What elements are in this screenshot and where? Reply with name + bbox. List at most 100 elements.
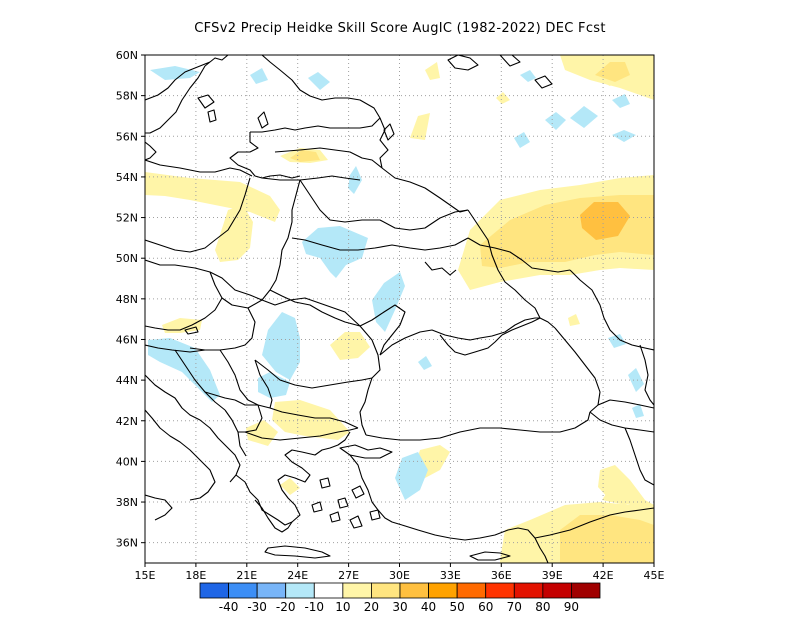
border-ukraine-west [269, 289, 361, 327]
lat-tick-label: 36N [116, 537, 138, 550]
shade-ne-blue-3 [514, 132, 530, 148]
colorbar-swatch [371, 582, 401, 599]
shade-estonia [410, 113, 430, 140]
shade-hungary [162, 318, 202, 333]
shade-fin-blue [250, 68, 268, 84]
shade-caucasus [602, 480, 640, 505]
border-poland-east [269, 179, 301, 291]
map-title: CFSv2 Precip Heidke Skill Score AugIC (1… [194, 21, 606, 36]
colorbar-label: 80 [535, 600, 550, 614]
island-1 [319, 477, 331, 489]
border-romania [261, 297, 381, 379]
shade-ne-blue-2 [545, 112, 566, 130]
lat-tick-label: 52N [116, 212, 138, 225]
coast-sea-marmara [339, 444, 393, 459]
colorbar-swatch [399, 582, 429, 599]
lon-tick-label: 42E [593, 569, 614, 582]
shade-romania-west [262, 312, 300, 380]
skill-shading [145, 55, 654, 563]
border-lithuania [261, 175, 361, 181]
lon-tick-label: 18E [185, 569, 206, 582]
shade-south-inner [560, 515, 654, 563]
lake-onega [499, 55, 521, 67]
shade-balkans-west [148, 338, 220, 402]
shade-poland [215, 205, 253, 262]
lon-tick-label: 15E [135, 569, 156, 582]
shade-ne-blue-4 [612, 130, 636, 142]
shade-baltic-west [145, 172, 280, 222]
colorbar-label: 20 [364, 600, 379, 614]
border-belarus-south [291, 237, 469, 251]
colorbar-label: 90 [564, 600, 579, 614]
coast-italy [145, 409, 216, 501]
shade-caspian [628, 368, 644, 392]
border-bulgaria [269, 407, 359, 429]
coast-poland-north [145, 159, 253, 177]
border-hungary-romania [189, 307, 256, 351]
coast-azov [501, 317, 556, 336]
lat-tick-label: 42N [116, 415, 138, 428]
coast-finland [250, 55, 381, 133]
border-belarus-north [299, 179, 469, 231]
lake-peipus [383, 123, 395, 141]
lake-rybinsk [534, 75, 553, 89]
coast-cyprus [469, 551, 511, 561]
lon-tick-label: 39E [542, 569, 563, 582]
border-moldova [359, 304, 406, 356]
coast-turkey-aegean [349, 454, 403, 526]
border-romania-south [254, 359, 373, 389]
shade-moldova [372, 272, 405, 332]
shade-serbia [258, 372, 290, 398]
shade-se-kazakh [568, 314, 580, 326]
lon-tick-label: 45E [644, 569, 665, 582]
coast-sweden-east [214, 55, 229, 61]
shade-ne-blue-5 [612, 94, 630, 108]
island-7 [369, 509, 381, 521]
shade-anatolia [395, 452, 428, 500]
lake-vanern [197, 94, 215, 109]
lake-vattern [207, 109, 217, 123]
island-4 [329, 511, 341, 523]
colorbar-label: 30 [392, 600, 407, 614]
shade-ne-blue-6 [520, 70, 536, 82]
colorbar-swatch [228, 582, 258, 599]
border-slovakia [209, 271, 263, 309]
lat-tick-label: 46N [116, 333, 138, 346]
shade-ne-inner [595, 62, 630, 82]
lon-tick-label: 27E [338, 569, 359, 582]
border-albania [224, 409, 247, 457]
border-greece-north [244, 427, 359, 441]
colorbar-label: 10 [335, 600, 350, 614]
coast-peloponnese [254, 499, 293, 533]
lat-axis: 36N 38N 40N 42N 44N 46N 48N 50N 52N 54N 56N 58N 60N [116, 49, 145, 550]
island-6 [349, 515, 363, 529]
lat-tick-label: 38N [116, 496, 138, 509]
border-latvia [274, 147, 383, 169]
border-czech [145, 259, 271, 301]
coast-turkey-south [401, 524, 549, 563]
shade-crete [280, 478, 300, 495]
colorbar: -40 -30 -20 -10 10 20 30 40 50 60 70 80 90 [199, 582, 601, 614]
shade-kazakh-blue [608, 334, 626, 348]
colorbar-label: 50 [450, 600, 465, 614]
border-georgia-russia [597, 399, 654, 409]
lat-tick-label: 56N [116, 130, 138, 143]
coast-black-sea-west [359, 377, 373, 436]
colorbar-label: -10 [304, 600, 324, 614]
border-russia-kaz [569, 269, 654, 351]
border-montenegro [204, 391, 236, 401]
border-germany-poland [145, 177, 251, 253]
country-borders [145, 55, 654, 563]
island-5 [351, 485, 365, 499]
colorbar-swatch [285, 582, 315, 599]
coast-greece [235, 431, 351, 526]
shade-georgia [632, 404, 644, 418]
lat-tick-label: 58N [116, 90, 138, 103]
colorbar-swatch [256, 582, 287, 599]
colorbar-swatch [342, 582, 372, 599]
colorbar-swatch [513, 582, 544, 599]
border-bulgaria-north [254, 359, 273, 409]
colorbar-swatch [542, 582, 572, 599]
coast-crimea [439, 334, 503, 356]
